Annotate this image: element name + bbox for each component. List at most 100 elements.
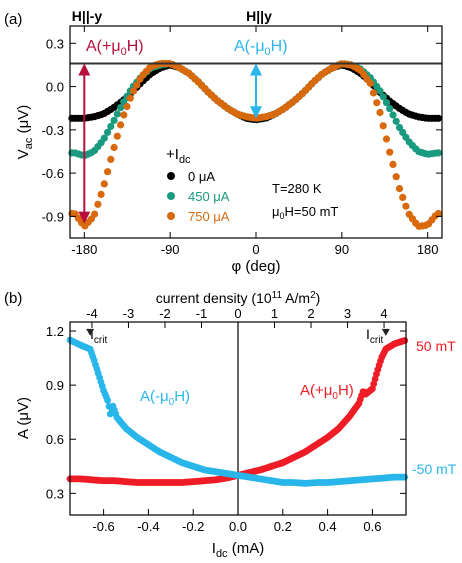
data-point: [382, 135, 391, 143]
param-temperature: T=280 K: [272, 181, 322, 196]
panel-b-ylabel: A (μV): [15, 397, 32, 439]
panel-a-top-label-y: H||y: [246, 8, 272, 24]
panel-b-label: (b): [4, 290, 22, 307]
x-tick-label: -0.4: [137, 519, 159, 534]
y-tick-label: -0.9: [42, 209, 64, 224]
x-tick-label: 90: [335, 242, 349, 257]
data-point: [382, 99, 391, 107]
y-tick-label: 0.6: [46, 432, 64, 447]
annotation-a-minus: A(-μ0H): [234, 38, 288, 58]
x-tick-label: 0.2: [274, 519, 292, 534]
label-b-minus: A(-μ0H): [140, 388, 190, 408]
crit-label-right: Icrit: [366, 326, 383, 346]
data-point: [100, 134, 108, 142]
top-tick-label: 3: [344, 306, 351, 321]
side-label-50mT: 50 mT: [416, 338, 456, 354]
legend-title: +Idc: [166, 146, 191, 166]
data-point: [369, 89, 378, 97]
data-point: [389, 160, 397, 168]
series-b-0: [66, 337, 409, 486]
panel-b-top-axis-label: current density (1011 A/m2): [156, 290, 321, 306]
legend-marker-0uA: [167, 172, 175, 180]
top-tick-label: -3: [123, 306, 135, 321]
data-point: [386, 105, 394, 113]
data-point: [376, 108, 384, 117]
data-point: [434, 149, 442, 157]
x-tick-label: -0.2: [182, 519, 204, 534]
data-point: [117, 121, 125, 129]
series-b-1: [66, 336, 409, 487]
panel-b-xlabel: Idc (mA): [212, 540, 264, 560]
data-point: [434, 114, 442, 122]
y-tick-label: 0.0: [46, 80, 64, 95]
legend-marker-750uA: [167, 212, 175, 220]
x-tick-label: -0.6: [92, 519, 114, 534]
legend-entry-750uA: 750 μA: [188, 209, 230, 224]
data-point: [117, 104, 125, 112]
x-tick-label: 180: [417, 242, 439, 257]
x-tick-label: -90: [161, 242, 180, 257]
data-point: [97, 190, 105, 198]
data-point: [94, 200, 102, 208]
top-tick-label: 1: [271, 306, 278, 321]
data-point: [91, 210, 99, 218]
panel-a-overlay: [70, 62, 442, 224]
top-tick-label: 0: [234, 306, 241, 321]
data-point: [104, 396, 111, 404]
data-point: [129, 87, 138, 95]
data-point: [366, 79, 374, 87]
side-label-minus-50mT: -50 mT: [412, 461, 457, 477]
data-point: [379, 122, 387, 130]
panel-b-ticks: -0.6 -0.4 -0.2 0.0 0.2 0.4 0.6 -4 -3 -2 -1 0 1 2 3 4 0.3…: [46, 306, 406, 534]
data-point: [104, 128, 112, 136]
x-tick-label: -180: [71, 242, 97, 257]
arrow-head-up: [78, 63, 91, 76]
x-tick-label: 0: [252, 242, 259, 257]
data-point: [100, 180, 108, 188]
data-point: [107, 155, 115, 163]
panel-a-plot: [68, 59, 442, 230]
crit-marker-right: [381, 328, 390, 336]
y-tick-label: -0.3: [42, 123, 64, 138]
panel-b: (b) current density (1011 A/m2) -0.6 -0.4…: [4, 290, 457, 560]
top-tick-label: -2: [159, 306, 171, 321]
legend-entry-0uA: 0 μA: [188, 169, 215, 184]
data-point: [107, 122, 115, 130]
panel-b-crit-markers: [86, 328, 390, 336]
y-tick-label: 0.3: [46, 36, 64, 51]
panel-a-ylabel: Vac (μV): [15, 105, 35, 159]
data-point: [392, 173, 400, 181]
data-point: [392, 117, 400, 125]
data-point: [110, 143, 118, 152]
param-field: μ0H=50 mT: [272, 204, 338, 221]
x-tick-label: 0.0: [229, 519, 247, 534]
data-point: [133, 81, 141, 89]
legend-marker-450uA: [167, 192, 175, 200]
arrow-head-up: [250, 63, 262, 76]
data-point: [113, 110, 121, 118]
data-point: [401, 473, 409, 481]
annotation-a-plus: A(+μ0H): [86, 38, 144, 58]
data-point: [395, 185, 404, 193]
label-b-plus: A(+μ0H): [300, 382, 354, 402]
data-point: [386, 148, 394, 156]
top-tick-label: 4: [380, 306, 387, 321]
arrow-head-down: [78, 211, 91, 224]
x-tick-label: 0.4: [319, 519, 337, 534]
series-a-2: [68, 59, 442, 230]
arrow-a-minus: [250, 63, 262, 119]
data-point: [126, 94, 134, 102]
data-point: [434, 209, 442, 218]
data-point: [110, 116, 118, 124]
top-tick-label: -4: [86, 306, 98, 321]
data-point: [402, 202, 410, 210]
data-point: [113, 132, 121, 140]
top-tick-label: 2: [307, 306, 314, 321]
panel-a-frame: [69, 25, 443, 239]
crit-marker-left: [86, 328, 95, 336]
data-point: [104, 168, 112, 176]
data-point: [376, 87, 384, 95]
legend-entry-450uA: 450 μA: [188, 189, 230, 204]
data-point: [379, 93, 387, 101]
